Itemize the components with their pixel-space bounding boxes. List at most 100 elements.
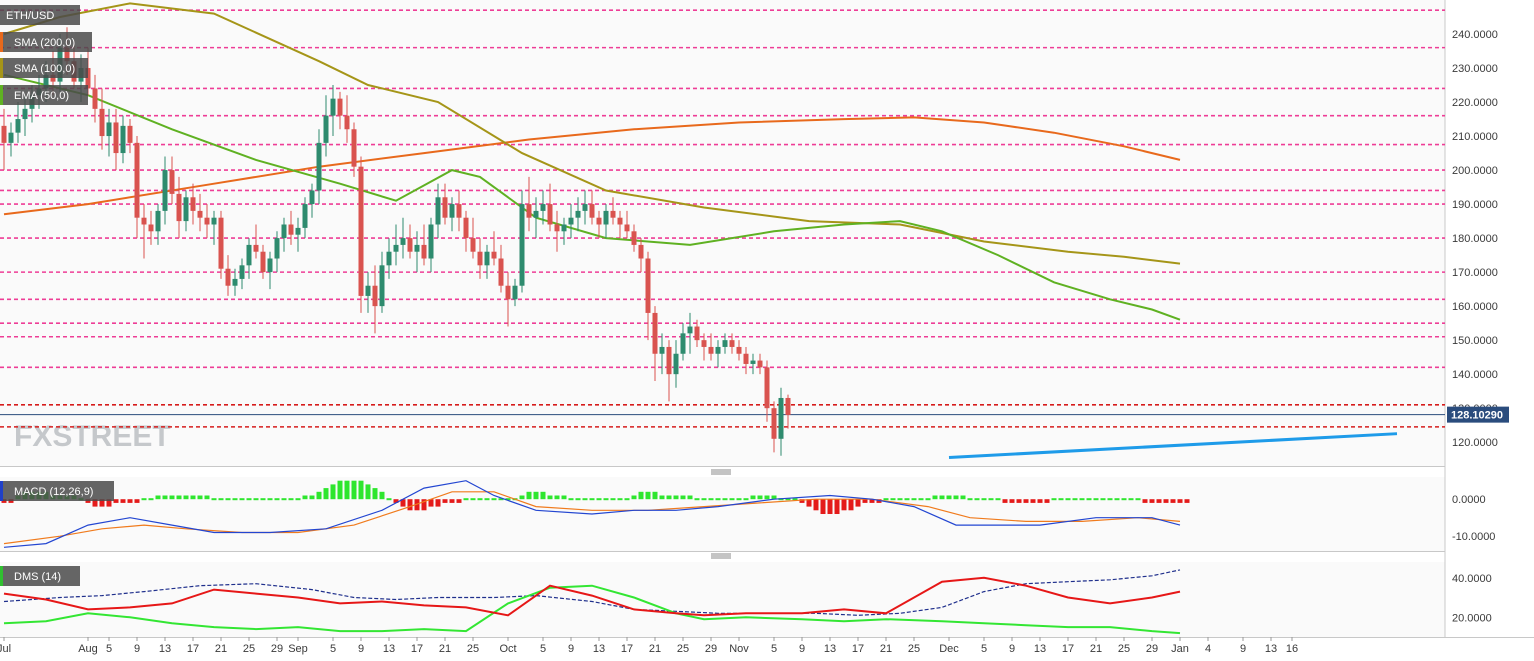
macd-histogram-bar [1030, 499, 1036, 503]
dms-tick-label: 20.0000 [1452, 612, 1492, 624]
candle [218, 210, 224, 279]
macd-histogram-bar [659, 495, 665, 500]
macd-histogram-bar [134, 499, 140, 503]
macd-histogram-bar [1100, 498, 1106, 501]
x-tick-label: 9 [1240, 643, 1246, 655]
price-tick-label: 210.0000 [1452, 131, 1498, 143]
candle [708, 333, 714, 361]
legend-dms[interactable]: DMS (14) [0, 566, 80, 586]
macd-histogram-bar [197, 495, 203, 500]
ema-50-line [3, 73, 1181, 321]
macd-histogram-bar [463, 498, 469, 501]
macd-histogram-bar [351, 480, 357, 500]
candle [15, 102, 21, 143]
x-tick-label: 9 [799, 643, 805, 655]
macd-histogram-bar [176, 495, 182, 500]
candle [309, 183, 315, 218]
macd-tick-label: 0.0000 [1452, 494, 1486, 506]
macd-histogram-bar [624, 498, 630, 501]
candle [260, 244, 266, 279]
macd-panel-bg [0, 477, 1445, 551]
macd-histogram-bar [295, 498, 301, 501]
macd-panel: 0.0000 -10.0000 [1, 480, 1495, 548]
x-tick-label: 9 [568, 643, 574, 655]
price-tick-label: 160.0000 [1452, 301, 1498, 313]
macd-histogram-bar [477, 498, 483, 501]
watermark-logo: FXSTREET [14, 420, 171, 453]
dms-panel-bg [0, 562, 1445, 637]
pane-resize-handle-2[interactable] [711, 553, 731, 559]
candle [281, 217, 287, 252]
macd-histogram-bar [1072, 498, 1078, 501]
candle [428, 217, 434, 273]
candle [701, 333, 707, 361]
candle [722, 333, 728, 354]
macd-histogram-bar [337, 480, 343, 500]
x-tick-label: 5 [106, 643, 112, 655]
macd-histogram-bar [673, 495, 679, 500]
macd-histogram-bar [1135, 498, 1141, 501]
candle [491, 231, 497, 266]
x-tick-label: Aug [78, 643, 98, 655]
macd-histogram-bar [148, 498, 154, 501]
x-tick-label: 4 [1205, 643, 1211, 655]
candle [113, 108, 119, 171]
x-tick-label: 21 [439, 643, 451, 655]
x-tick-label: 17 [852, 643, 864, 655]
candle [750, 353, 756, 375]
macd-histogram-bar [876, 499, 882, 503]
macd-histogram-bar [1114, 498, 1120, 501]
macd-histogram-bar [330, 484, 336, 500]
macd-histogram-bar [246, 498, 252, 501]
macd-histogram-bar [1107, 498, 1113, 501]
macd-histogram-bar [855, 499, 861, 507]
candle [687, 312, 693, 354]
macd-histogram-bar [785, 498, 791, 501]
candle [603, 204, 609, 239]
candle [680, 323, 686, 361]
legend-sma-200[interactable]: SMA (200,0) [0, 32, 92, 52]
macd-histogram-bar [302, 495, 308, 500]
macd-histogram-bar [239, 498, 245, 501]
candle [239, 258, 245, 290]
x-tick-label: 9 [358, 643, 364, 655]
pane-resize-handle-1[interactable] [711, 469, 731, 475]
macd-histogram-bar [862, 499, 868, 503]
candle [351, 122, 357, 177]
macd-histogram-bar [869, 499, 875, 503]
macd-histogram-bar [1170, 499, 1176, 503]
candle [561, 217, 567, 245]
legend-macd[interactable]: MACD (12,26,9) [0, 481, 114, 501]
macd-histogram-bar [204, 495, 210, 500]
symbol-tag[interactable]: ETH/USD [0, 5, 80, 25]
legend-ema-50[interactable]: EMA (50,0) [0, 85, 88, 105]
candle [155, 204, 161, 245]
price-tick-label: 190.0000 [1452, 199, 1498, 211]
macd-histogram-bar [127, 499, 133, 503]
candle [162, 156, 168, 225]
candle [393, 224, 399, 266]
candle [526, 176, 532, 232]
candle [582, 190, 588, 225]
macd-histogram-bar [428, 499, 434, 507]
candle [176, 176, 182, 239]
macd-histogram-bar [190, 495, 196, 500]
macd-histogram-bar [407, 499, 413, 511]
macd-histogram-bar [771, 495, 777, 500]
candle [505, 272, 511, 327]
x-tick-label: 17 [187, 643, 199, 655]
macd-histogram-bar [484, 498, 490, 501]
macd-histogram-bar [988, 498, 994, 501]
candle [456, 190, 462, 232]
x-tick-label: 29 [271, 643, 283, 655]
candle [659, 333, 665, 375]
horizontal-levels [0, 9, 1445, 428]
x-tick-label: 16 [1286, 643, 1298, 655]
macd-histogram-bar [386, 498, 392, 501]
macd-histogram-bar [232, 498, 238, 501]
price-panel-bg [0, 0, 1445, 466]
candle [127, 119, 133, 154]
macd-histogram-bar [8, 499, 14, 503]
legend-sma-100[interactable]: SMA (100,0) [0, 58, 88, 78]
candle [92, 74, 98, 123]
